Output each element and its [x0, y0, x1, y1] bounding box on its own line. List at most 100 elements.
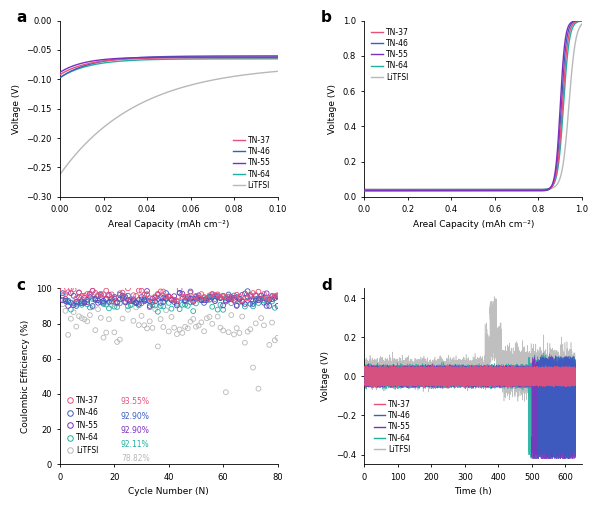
Point — [270, 292, 280, 300]
Point — [172, 297, 182, 305]
Point — [66, 305, 76, 314]
Point — [66, 289, 76, 297]
Point — [104, 304, 114, 313]
Point — [218, 293, 228, 301]
Point — [121, 293, 130, 301]
Point — [139, 296, 149, 304]
Text: c: c — [17, 278, 25, 293]
Point — [110, 328, 119, 336]
Point — [153, 291, 163, 299]
Point — [265, 341, 274, 349]
Point — [148, 298, 157, 306]
Point — [218, 305, 228, 314]
Point — [262, 289, 271, 297]
Point — [164, 292, 173, 300]
Point — [197, 295, 206, 303]
Point — [107, 297, 116, 305]
Point — [126, 300, 136, 308]
Point — [180, 297, 190, 305]
Point — [112, 299, 122, 307]
Point — [238, 297, 247, 305]
Point — [240, 302, 250, 311]
Point — [199, 299, 209, 307]
Point — [199, 327, 209, 335]
Point — [137, 286, 146, 295]
Point — [88, 302, 97, 310]
Point — [142, 287, 152, 295]
Point — [178, 295, 187, 303]
Point — [69, 299, 79, 308]
Point — [107, 301, 116, 309]
Point — [71, 322, 81, 331]
Point — [218, 292, 228, 300]
Point — [191, 322, 201, 331]
Point — [259, 294, 269, 302]
Point — [175, 285, 184, 293]
Point — [115, 335, 125, 344]
Point — [183, 302, 193, 310]
Point — [77, 301, 86, 309]
Point — [93, 299, 103, 307]
Point — [77, 292, 86, 300]
Point — [153, 342, 163, 350]
Point — [240, 289, 250, 298]
Point — [131, 292, 141, 300]
Point — [98, 333, 109, 342]
Point — [224, 328, 233, 336]
Point — [188, 294, 198, 302]
Point — [128, 297, 138, 305]
Text: d: d — [321, 278, 332, 293]
Point — [169, 296, 179, 304]
Point — [259, 299, 269, 307]
Point — [245, 292, 255, 300]
Point — [77, 297, 86, 305]
Point — [256, 295, 266, 303]
Point — [85, 303, 95, 312]
Point — [243, 297, 253, 305]
Point — [58, 289, 68, 297]
Point — [251, 291, 260, 299]
Point — [118, 293, 127, 301]
Point — [61, 290, 70, 298]
Point — [248, 297, 258, 305]
Point — [245, 300, 255, 308]
Point — [104, 315, 114, 324]
Point — [145, 294, 155, 302]
Point — [126, 296, 136, 304]
X-axis label: Areal Capacity (mAh cm⁻²): Areal Capacity (mAh cm⁻²) — [108, 220, 229, 229]
Point — [164, 327, 173, 335]
Point — [91, 289, 100, 297]
Point — [82, 298, 92, 306]
Point — [158, 298, 168, 306]
Point — [259, 321, 269, 330]
Point — [153, 290, 163, 298]
Point — [112, 298, 122, 306]
Point — [145, 317, 155, 326]
Point — [262, 294, 271, 302]
Point — [142, 291, 152, 299]
Point — [229, 294, 239, 302]
Point — [272, 291, 283, 299]
Point — [85, 293, 95, 301]
Point — [191, 292, 201, 300]
Point — [156, 287, 166, 296]
Point — [139, 295, 149, 303]
Point — [112, 299, 122, 308]
Point — [58, 300, 68, 308]
Point — [215, 294, 225, 302]
Point — [265, 296, 274, 304]
Point — [259, 296, 269, 304]
Point — [272, 293, 283, 301]
Point — [161, 306, 171, 314]
Point — [142, 296, 152, 304]
Text: a: a — [17, 10, 27, 25]
Point — [270, 304, 280, 312]
Text: b: b — [321, 10, 332, 25]
Point — [259, 290, 269, 298]
X-axis label: Areal Capacity (mAh cm⁻²): Areal Capacity (mAh cm⁻²) — [413, 220, 534, 229]
Point — [134, 286, 143, 295]
Point — [101, 295, 111, 303]
Point — [93, 292, 103, 300]
Point — [158, 294, 168, 302]
Point — [128, 291, 138, 299]
